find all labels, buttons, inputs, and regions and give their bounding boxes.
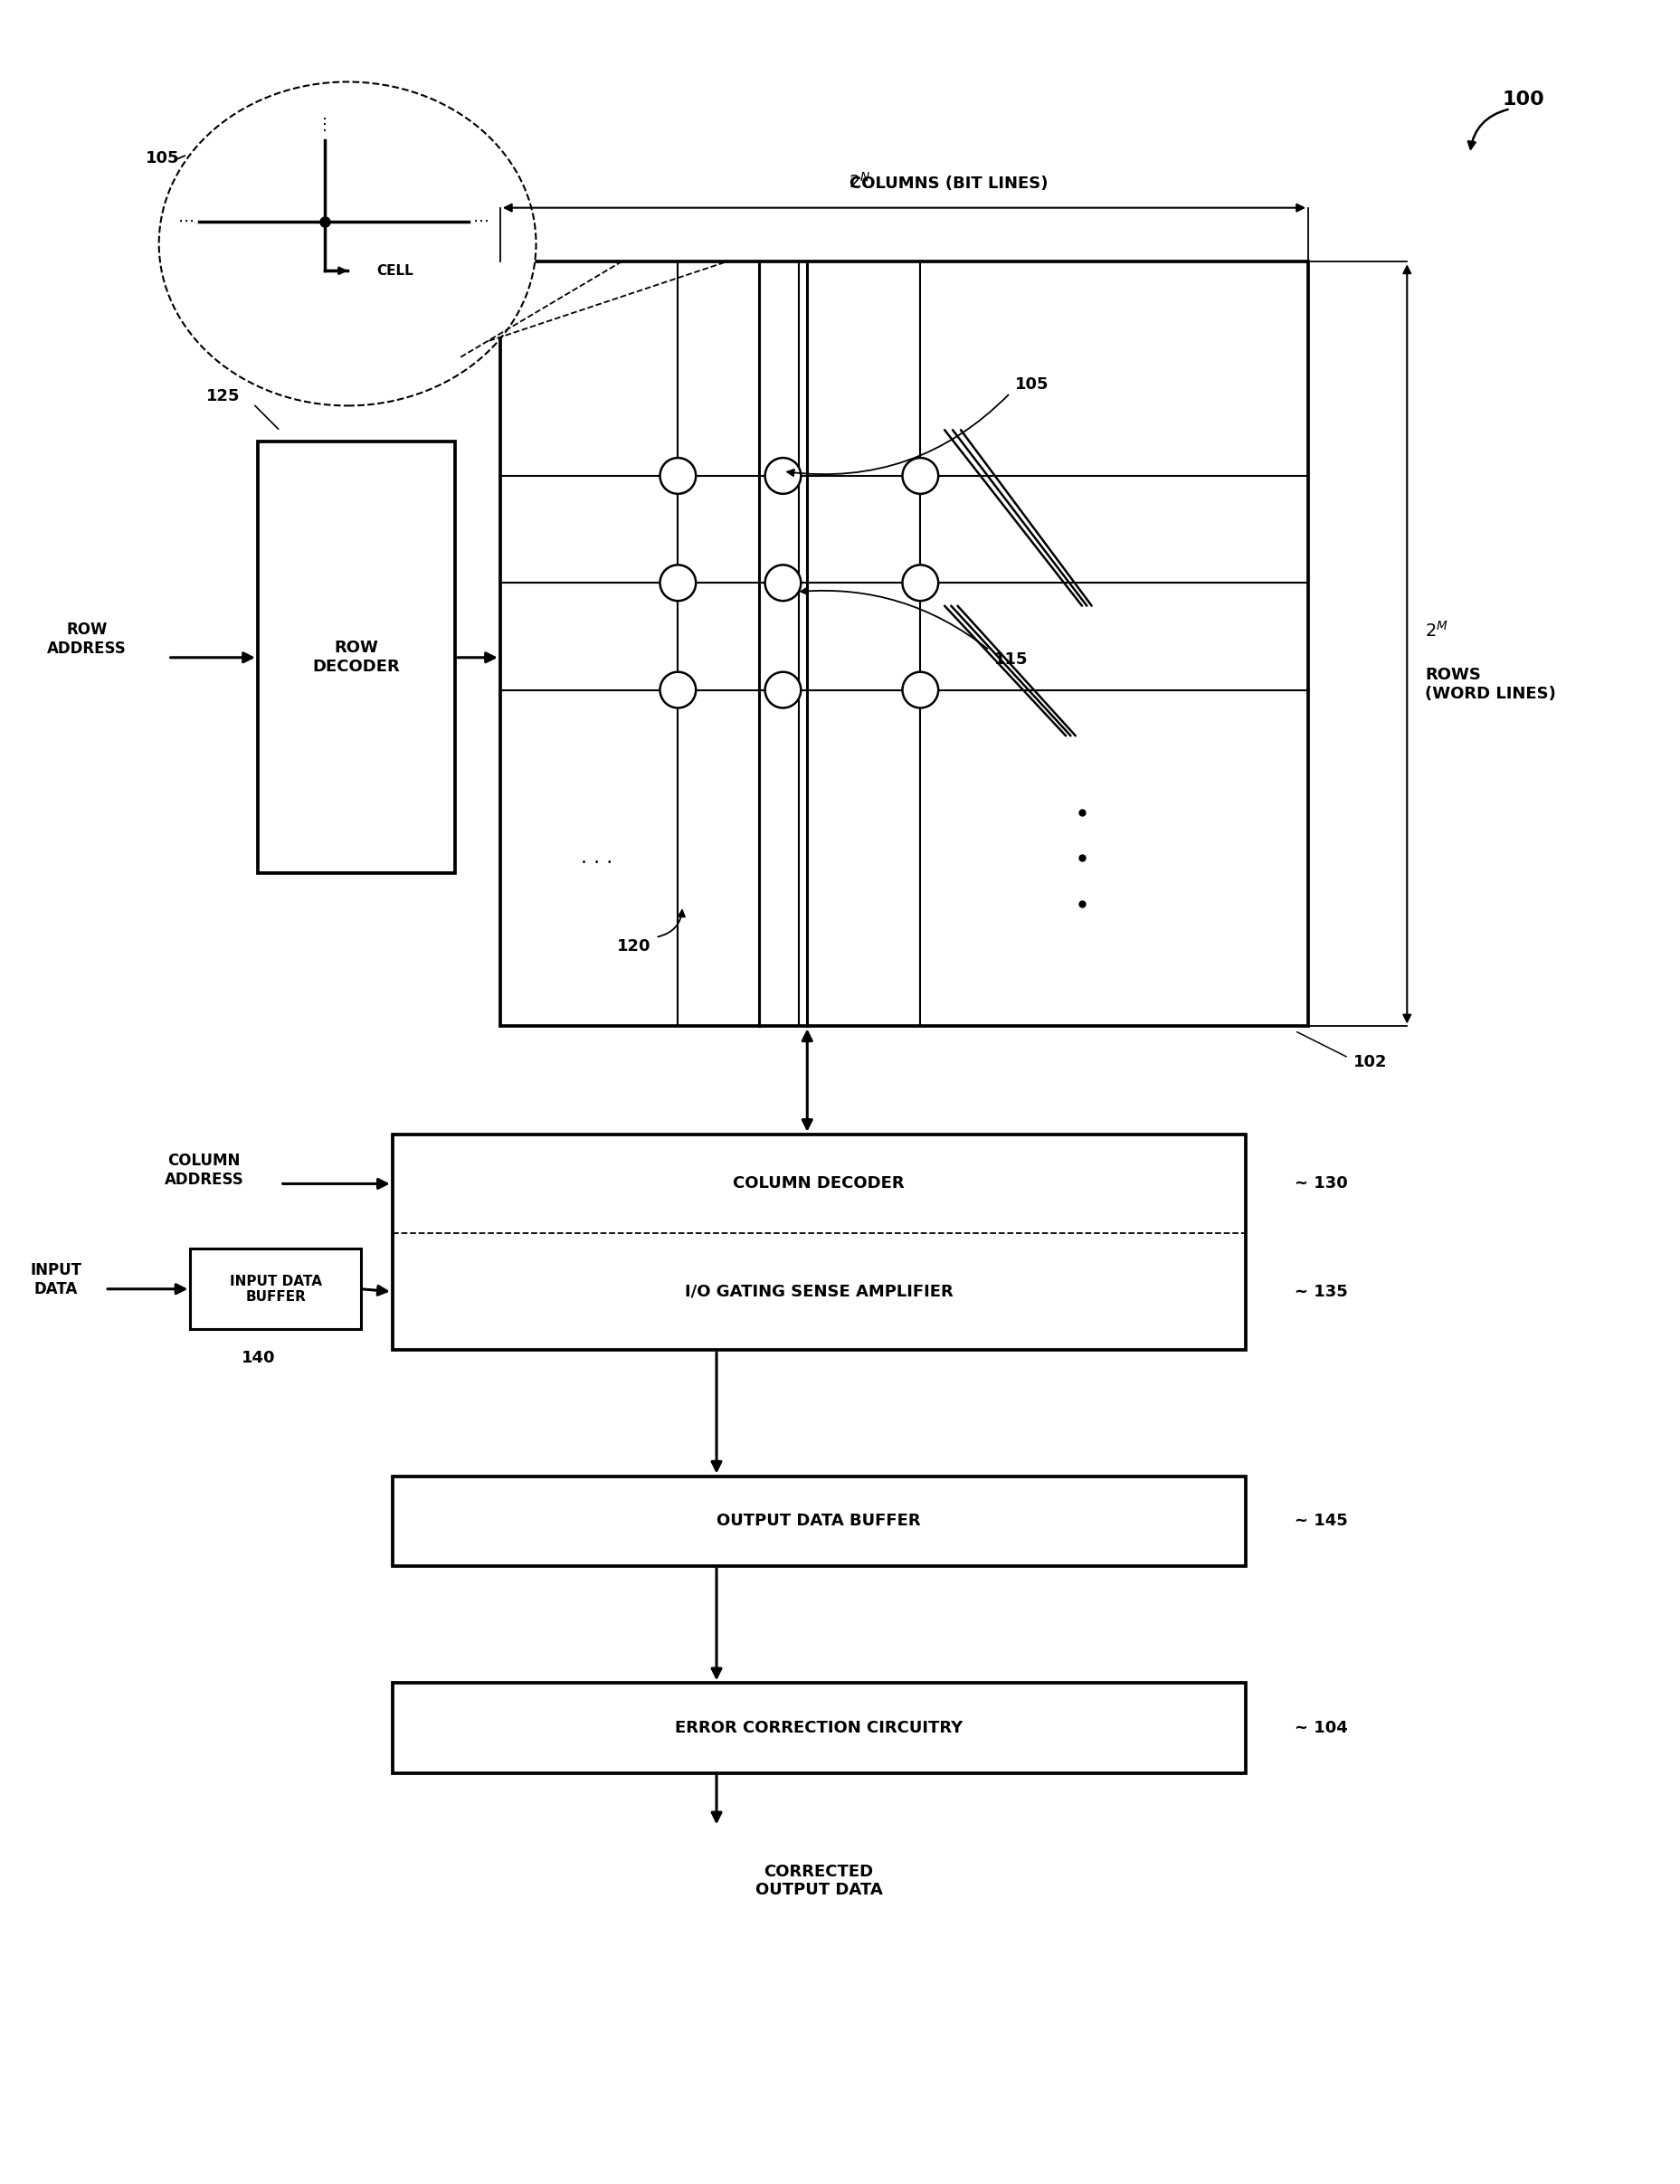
- Text: 105: 105: [1015, 376, 1048, 393]
- Text: ⋯: ⋯: [178, 214, 195, 229]
- Circle shape: [764, 566, 800, 601]
- Text: COLUMN
ADDRESS: COLUMN ADDRESS: [165, 1153, 244, 1188]
- Circle shape: [764, 459, 800, 494]
- Text: ROW
ADDRESS: ROW ADDRESS: [47, 622, 126, 657]
- Text: ~ 104: ~ 104: [1294, 1719, 1347, 1736]
- Text: 120: 120: [617, 939, 650, 954]
- Text: 140: 140: [242, 1350, 276, 1367]
- Text: 102: 102: [1352, 1055, 1386, 1070]
- Text: COLUMN DECODER: COLUMN DECODER: [732, 1175, 904, 1192]
- Ellipse shape: [160, 81, 536, 406]
- FancyBboxPatch shape: [190, 1249, 361, 1330]
- Text: INPUT
DATA: INPUT DATA: [30, 1262, 81, 1297]
- Circle shape: [764, 673, 800, 708]
- FancyBboxPatch shape: [257, 441, 455, 874]
- Text: $2^N$: $2^N$: [848, 173, 870, 192]
- Text: ~ 145: ~ 145: [1294, 1514, 1347, 1529]
- Text: INPUT DATA
BUFFER: INPUT DATA BUFFER: [230, 1273, 321, 1304]
- Text: 100: 100: [1502, 92, 1544, 109]
- Text: ~ 135: ~ 135: [1294, 1284, 1347, 1299]
- Circle shape: [902, 673, 937, 708]
- Text: ⋯: ⋯: [474, 214, 489, 229]
- FancyBboxPatch shape: [391, 1133, 1245, 1350]
- Text: ⋮: ⋮: [318, 116, 333, 133]
- Circle shape: [660, 673, 696, 708]
- Text: OUTPUT DATA BUFFER: OUTPUT DATA BUFFER: [716, 1514, 921, 1529]
- Text: 115: 115: [993, 651, 1028, 668]
- Circle shape: [902, 459, 937, 494]
- FancyBboxPatch shape: [391, 1684, 1245, 1773]
- Text: . . .: . . .: [581, 850, 613, 867]
- Text: CELL: CELL: [376, 264, 413, 277]
- FancyBboxPatch shape: [349, 247, 440, 295]
- Text: ROW
DECODER: ROW DECODER: [312, 640, 400, 675]
- FancyBboxPatch shape: [391, 1476, 1245, 1566]
- FancyBboxPatch shape: [501, 262, 1307, 1026]
- Circle shape: [660, 566, 696, 601]
- Circle shape: [902, 566, 937, 601]
- Text: COLUMNS (BIT LINES): COLUMNS (BIT LINES): [850, 175, 1048, 192]
- Text: $2^M$: $2^M$: [1425, 620, 1448, 640]
- Circle shape: [660, 459, 696, 494]
- Text: 125: 125: [205, 389, 240, 404]
- Text: ~ 130: ~ 130: [1294, 1175, 1347, 1192]
- Text: CORRECTED
OUTPUT DATA: CORRECTED OUTPUT DATA: [754, 1863, 882, 1898]
- Text: ROWS
(WORD LINES): ROWS (WORD LINES): [1425, 666, 1556, 701]
- Text: I/O GATING SENSE AMPLIFIER: I/O GATING SENSE AMPLIFIER: [684, 1284, 953, 1299]
- Text: 105: 105: [146, 151, 180, 166]
- Text: ERROR CORRECTION CIRCUITRY: ERROR CORRECTION CIRCUITRY: [675, 1719, 963, 1736]
